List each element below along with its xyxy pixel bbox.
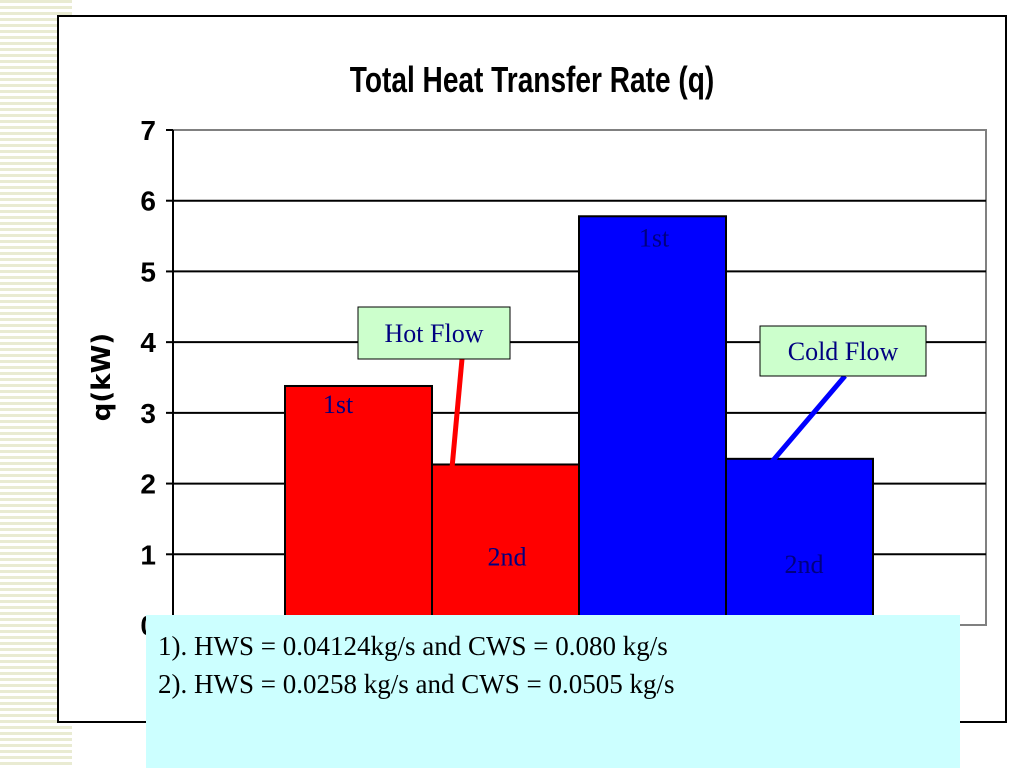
y-axis-label: q(kW) — [87, 333, 117, 421]
annotations: Hot Flow Cold Flow — [357, 306, 927, 469]
bar — [431, 463, 580, 626]
annotation-box — [357, 306, 511, 360]
y-tick-label: 2 — [140, 469, 156, 500]
y-tick-label: 3 — [140, 398, 156, 429]
bars — [284, 215, 874, 627]
axes: 01234567 — [140, 115, 174, 641]
note-line-2: 2). HWS = 0.0258 kg/s and CWS = 0.0505 k… — [158, 669, 675, 699]
bar-data-label: 2nd — [785, 550, 824, 579]
annotation-arrow — [768, 374, 847, 466]
bar — [284, 384, 433, 626]
bar — [725, 457, 874, 627]
y-tick-label: 5 — [140, 256, 156, 287]
bar — [578, 215, 727, 626]
y-tick-label: 7 — [140, 115, 156, 146]
annotation-label: Cold Flow — [788, 337, 899, 366]
bar-data-label: 2nd — [488, 542, 527, 571]
annotation-label: Hot Flow — [385, 319, 484, 348]
y-tick-label: 1 — [140, 539, 156, 570]
annotation-arrow — [449, 358, 465, 469]
bar-data-label: 1st — [639, 223, 670, 252]
chart-title: Total Heat Transfer Rate (q) — [350, 60, 714, 100]
bar-labels: 1st 2nd 1st 2nd — [323, 223, 824, 579]
y-tick-label: 6 — [140, 186, 156, 217]
flow-rate-note: 1). HWS = 0.04124kg/s and CWS = 0.080 kg… — [146, 615, 960, 768]
bar-data-label: 1st — [323, 390, 354, 419]
note-line-1: 1). HWS = 0.04124kg/s and CWS = 0.080 kg… — [158, 631, 668, 661]
annotation-box — [759, 325, 927, 377]
y-tick-label: 4 — [140, 327, 156, 358]
